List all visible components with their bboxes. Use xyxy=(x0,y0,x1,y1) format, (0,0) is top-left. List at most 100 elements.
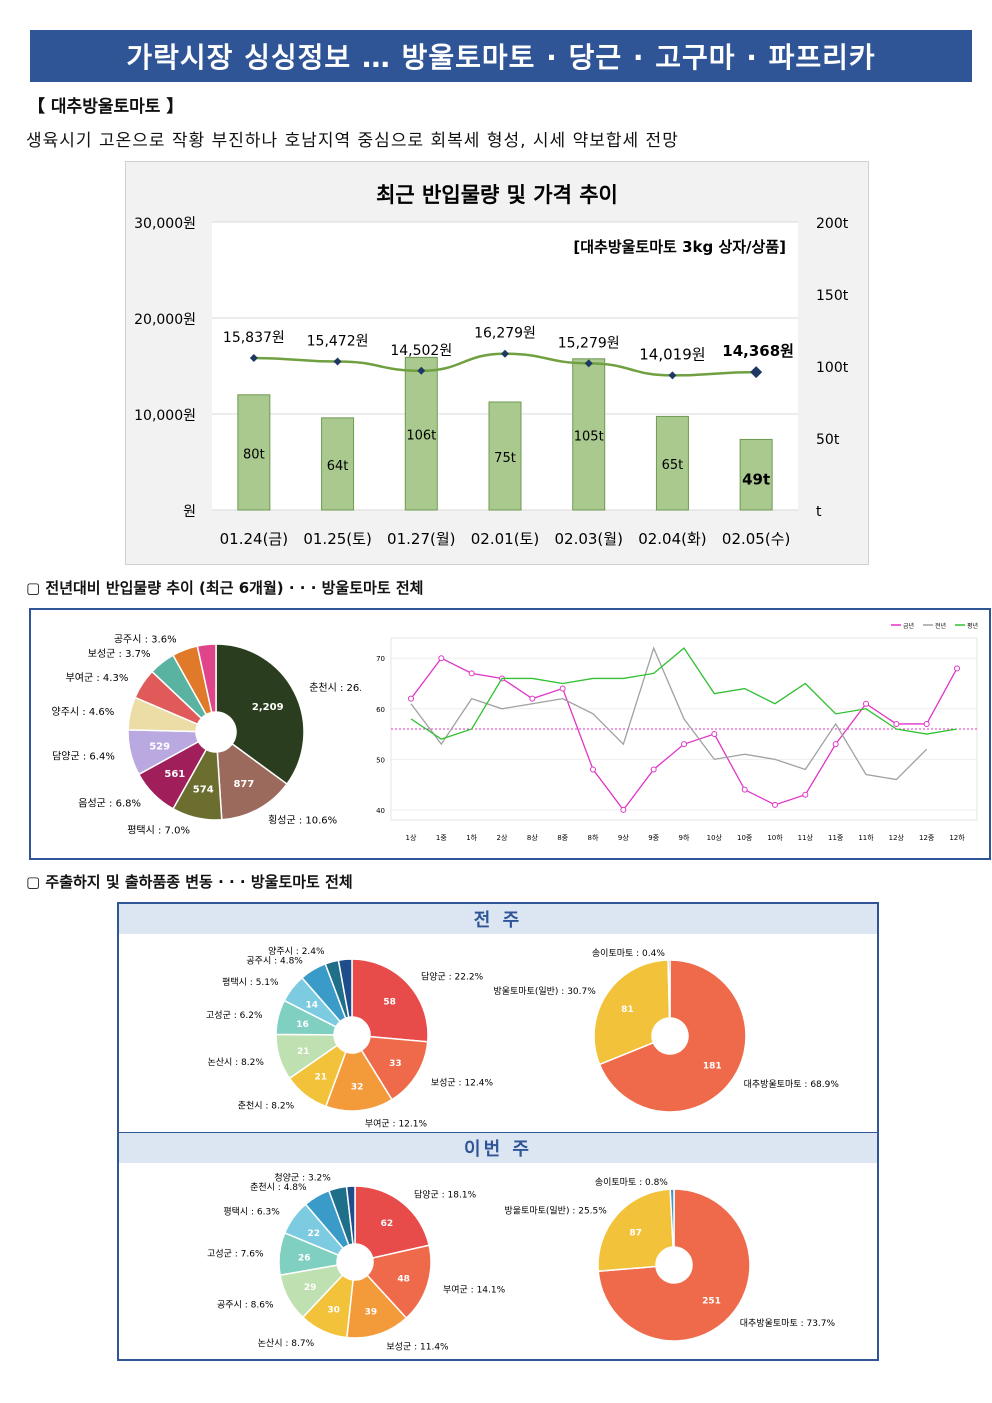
pie-value: 574 xyxy=(193,785,214,796)
yoy-trend-line-chart: 40 50 60 70 1상 1중 1하 2상 8상 8중 8하 9상 9중 9하 10상 10중 10하 11상… xyxy=(376,622,978,842)
category-label: 02.05(수) xyxy=(722,530,790,548)
x-tick: 11하 xyxy=(858,833,874,842)
volume-label: 80t xyxy=(243,447,265,462)
x-tick: 1중 xyxy=(436,834,447,842)
pie-label: 대추방울토마토 : 68.9% xyxy=(744,1079,840,1090)
category-label: 02.01(토) xyxy=(471,530,539,548)
legend-label: 금년 xyxy=(903,622,914,630)
category-label: 02.03(월) xyxy=(554,530,622,548)
price-label: 14,502원 xyxy=(390,343,452,359)
series-marker xyxy=(559,685,566,692)
series-marker xyxy=(711,731,718,738)
series-marker xyxy=(681,741,687,748)
series-marker xyxy=(802,791,809,798)
right-axis-tick: t xyxy=(816,504,822,520)
pie-label: 춘천시 : 8.2% xyxy=(238,1101,295,1112)
series-marker xyxy=(923,720,930,727)
price-marker xyxy=(501,349,509,358)
pie-value: 32 xyxy=(351,1083,364,1093)
category-label: 01.27(월) xyxy=(387,530,455,548)
pie-value: 22 xyxy=(307,1229,320,1239)
pie-value: 81 xyxy=(621,1005,634,1015)
pie-label: 송이토마토 : 0.4% xyxy=(592,948,665,959)
volume-label: 49t xyxy=(742,471,770,489)
volume-label: 65t xyxy=(662,458,684,473)
pie-slice xyxy=(669,1188,675,1248)
pie-label: 방울토마토(일반) : 30.7% xyxy=(493,986,596,997)
volume-price-chart: 최근 반입물량 및 가격 추이 [대추방울토마토 3kg 상자/상품] 30,000… xyxy=(125,161,869,565)
pie-slice xyxy=(366,1244,432,1320)
category-label: 01.24(금) xyxy=(220,530,288,548)
pie-slice xyxy=(360,1035,429,1101)
pie-label: 보성군 : 12.4% xyxy=(431,1077,494,1088)
volume-bar xyxy=(321,417,355,511)
pie-value: 21 xyxy=(315,1072,328,1082)
series-marker xyxy=(590,766,596,773)
pie-slice xyxy=(216,742,288,821)
price-label: 15,472원 xyxy=(307,333,369,349)
pie-value: 39 xyxy=(365,1307,378,1317)
chart-title: 최근 반입물량 및 가격 추이 xyxy=(376,183,618,207)
pie-label: 공주시 : 4.8% xyxy=(246,955,303,966)
pie-value: 251 xyxy=(702,1297,721,1307)
left-axis-tick: 원 xyxy=(183,504,196,520)
pie-label: 대추방울토마토 : 73.7% xyxy=(740,1318,836,1329)
series-marker xyxy=(620,806,627,813)
y-tick: 40 xyxy=(376,807,385,815)
pie-label: 담양군 : 6.4% xyxy=(52,751,115,763)
pie-slice xyxy=(354,1185,431,1259)
price-label: 15,837원 xyxy=(223,330,285,346)
page-title: 가락시장 싱싱정보 … 방울토마토 · 당근 · 고구마 · 파프리카 xyxy=(30,30,972,82)
pie-label: 부여군 : 4.3% xyxy=(66,672,129,684)
volume-price-svg: 최근 반입물량 및 가격 추이 [대추방울토마토 3kg 상자/상품] 30,000… xyxy=(134,183,849,548)
pie-label: 보성군 : 3.7% xyxy=(88,648,151,660)
pie-label: 공주시 : 3.6% xyxy=(114,633,177,645)
pie-label: 횡성군 : 10.6% xyxy=(268,815,337,827)
pie-slice xyxy=(196,643,217,714)
x-tick: 1하 xyxy=(466,833,477,842)
series-marker xyxy=(529,695,536,702)
pie-label: 춘천시 : 4.8% xyxy=(250,1182,307,1193)
yoy-volume-header: ▢ 전년대비 반입물량 추이 (최근 6개월) · · · 방울토마토 전체 xyxy=(26,579,424,597)
pie-label: 음성군 : 6.8% xyxy=(78,797,141,809)
y-tick: 50 xyxy=(376,756,385,764)
series-marker xyxy=(954,665,960,672)
price-label: 14,019원 xyxy=(639,345,705,363)
pie-label: 양주시 : 4.6% xyxy=(52,706,115,718)
x-tick: 10상 xyxy=(707,833,723,842)
x-tick: 9상 xyxy=(618,833,629,842)
pie-label: 논산시 : 8.7% xyxy=(258,1338,315,1349)
price-label: 16,279원 xyxy=(474,326,536,342)
series-marker xyxy=(772,801,778,808)
chart-annotation: [대추방울토마토 3kg 상자/상품] xyxy=(573,238,786,256)
x-tick: 9중 xyxy=(648,834,659,842)
pie-slice xyxy=(597,1188,674,1273)
x-tick: 8하 xyxy=(588,833,599,842)
pie-label: 담양군 : 22.2% xyxy=(421,971,484,983)
y-tick: 70 xyxy=(376,655,385,663)
pie-label: 논산시 : 8.2% xyxy=(207,1057,264,1068)
pie-label: 공주시 : 8.6% xyxy=(217,1300,274,1311)
x-tick: 1상 xyxy=(406,833,417,842)
series-marker xyxy=(650,766,657,773)
volume-bar xyxy=(404,356,438,511)
pie-label: 고성군 : 6.2% xyxy=(206,1010,263,1021)
pie-label: 보성군 : 11.4% xyxy=(386,1342,449,1353)
yoy-volume-panel: 2,209 춘천시 : 26.8% 877 횡성군 : 10.6% 574 평택시 : 7… xyxy=(29,608,991,860)
legend-label: 평년 xyxy=(967,622,978,630)
x-tick: 2상 xyxy=(497,833,508,842)
y-tick: 60 xyxy=(376,706,385,714)
series-marker xyxy=(408,695,414,702)
category-label: 02.04(화) xyxy=(638,530,706,548)
origin-variety-header: ▢ 주출하지 및 출하품종 변동 · · · 방울토마토 전체 xyxy=(26,873,353,891)
pie-label: 부여군 : 14.1% xyxy=(443,1283,506,1295)
left-axis-tick: 30,000원 xyxy=(134,216,196,232)
price-label: 14,368원 xyxy=(722,342,794,360)
this-week-pies: 62 담양군 : 18.1% 48 부여군 : 14.1% 39 보성군 : 11.4% 3… xyxy=(207,1172,836,1353)
pie-label: 담양군 : 18.1% xyxy=(414,1188,477,1200)
x-tick: 12상 xyxy=(889,833,905,842)
pie-value: 529 xyxy=(149,742,170,753)
pie-slice xyxy=(337,958,353,1019)
volume-bar xyxy=(488,401,522,511)
pie-slice xyxy=(597,1188,751,1342)
